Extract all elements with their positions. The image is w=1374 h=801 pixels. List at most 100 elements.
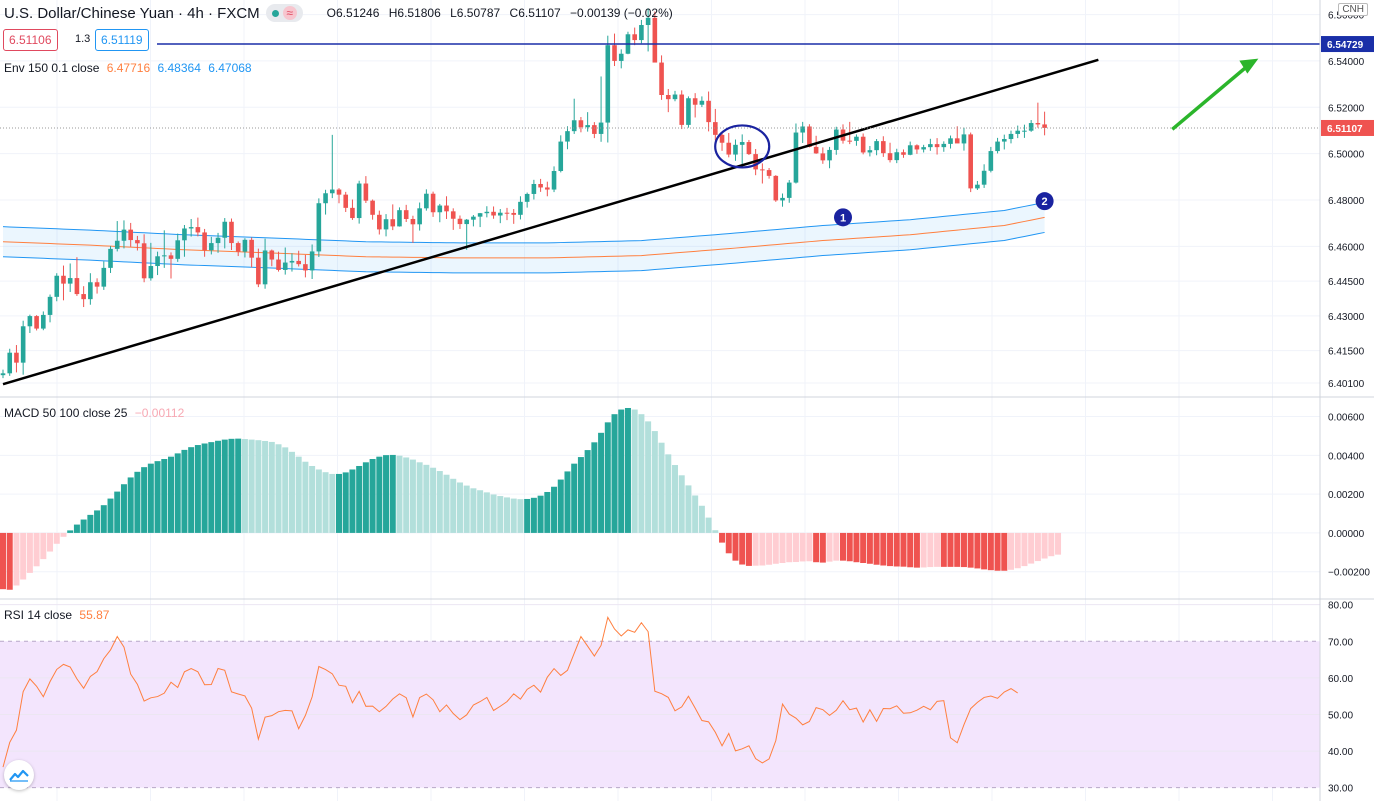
candle-body [437,205,443,213]
candle-body [81,294,86,300]
macd-tick-label: 0.00000 [1328,529,1365,540]
candle-body [175,240,181,259]
macd-value: −0.00112 [134,406,185,420]
candle-body [477,213,483,217]
macd-bar [678,475,685,533]
macd-bar [235,438,242,533]
candle-body [88,282,93,300]
sell-price-button[interactable]: 6.51106 [3,29,58,51]
macd-bar [221,439,228,533]
rsi-tick-label: 60.00 [1328,674,1353,685]
candle-body [235,243,241,252]
candle-body [780,197,785,201]
candle-body [988,151,994,171]
symbol-title[interactable]: U.S. Dollar/Chinese Yuan · 4h · FXCM [4,4,260,22]
candle-body [1001,139,1007,142]
last-price-tag [1321,119,1374,136]
macd-bar [396,455,403,533]
envelope-legend[interactable]: Env 150 0.1 close 6.47716 6.48364 6.4706… [4,61,252,75]
macd-bar [665,454,672,533]
candle-body [565,131,570,142]
candle-body [793,132,799,183]
candle-body [928,144,933,148]
macd-bar [309,465,316,533]
candle-body [800,126,805,133]
macd-bar [463,485,470,533]
rsi-legend[interactable]: RSI 14 close 55.87 [4,608,109,622]
green-arrow-shaft [1171,62,1252,131]
ohlc-close: C6.51107 [509,6,561,20]
macd-bar [194,445,201,533]
macd-bar [416,462,423,533]
macd-bar [181,449,188,533]
macd-bar [685,485,692,533]
currency-badge[interactable]: CNH [1338,3,1368,16]
candle-body [518,201,523,215]
candle-body [699,100,705,105]
candle-body [262,250,268,285]
macd-bar [349,469,356,533]
ohlc-change: −0.00139 (−0.02%) [570,6,673,20]
price-tick-label: 6.41500 [1328,347,1365,358]
candle-body [652,17,658,63]
candle-body [981,170,987,185]
macd-bar [94,510,101,533]
macd-tick-label: 0.00200 [1328,490,1365,501]
candle-body [202,232,207,251]
macd-bar [1055,532,1062,555]
macd-legend[interactable]: MACD 50 100 close 25 −0.00112 [4,406,184,420]
candle-body [370,200,375,215]
macd-bar [383,455,390,533]
macd-bar [752,532,759,566]
candle-body [618,53,624,61]
macd-bar [6,532,13,590]
macd-bar [967,532,974,568]
macd-bar [732,532,739,561]
macd-bar [376,456,383,533]
price-tick-label: 6.40100 [1328,379,1365,390]
candle-body [269,250,275,260]
macd-bar [651,431,658,533]
macd-bar [154,461,161,533]
candle-body [229,221,234,244]
candle-body [941,143,947,148]
market-status-badge[interactable]: ≈ [265,4,303,22]
tradingview-logo-button[interactable] [4,760,34,790]
candle-body [558,141,564,172]
macd-bar [510,498,517,533]
candle-body [450,211,456,219]
macd-bar [719,532,726,543]
macd-bar [127,477,134,533]
candle-body [1022,130,1027,132]
candle-body [934,144,940,148]
chart-header: U.S. Dollar/Chinese Yuan · 4h · FXCM ≈ O… [4,4,679,22]
macd-bar [745,532,752,566]
candle-body [894,152,900,161]
macd-bar [887,532,894,567]
candle-body [424,193,429,209]
candle-body [739,142,745,145]
candle-body [733,144,738,155]
macd-bar [450,478,457,533]
wave-icon: ≈ [282,6,297,20]
macd-bar [604,422,611,533]
spread-value: 1.3 [70,29,96,49]
macd-bar [591,442,598,533]
macd-bar [53,532,60,544]
macd-bar [67,530,74,533]
macd-bar [766,532,773,565]
candle-body [397,210,402,227]
macd-bar [329,473,336,533]
candle-body [706,100,711,123]
envelope-upper-line [2,201,1045,244]
buy-price-button[interactable]: 6.51119 [95,29,149,51]
candle-body [148,266,154,279]
candle-body [222,221,228,238]
candle-body [101,267,107,287]
macd-bar [315,469,322,533]
macd-bar [517,499,524,533]
candle-body [1008,133,1014,140]
candle-body [343,194,349,208]
candle-body [108,248,113,268]
